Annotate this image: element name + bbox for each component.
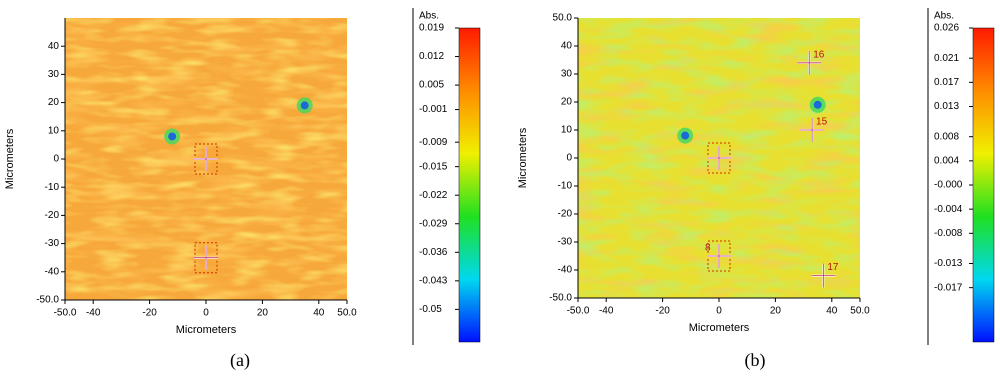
y-tick-label: 40 bbox=[561, 41, 573, 52]
y-tick-label: -10 bbox=[558, 181, 573, 192]
x-tick-label: 20 bbox=[770, 306, 782, 317]
caption: (b) bbox=[745, 350, 766, 371]
colorbar-tick-label: -0.001 bbox=[419, 104, 448, 115]
colorbar-tick-label: -0.000 bbox=[934, 180, 963, 191]
x-tick-label: -40 bbox=[599, 306, 614, 317]
y-tick-label: -30 bbox=[45, 238, 60, 249]
y-tick-label: -20 bbox=[45, 210, 60, 221]
marker bbox=[194, 242, 218, 274]
colorbar-tick-label: 0.005 bbox=[419, 80, 444, 91]
colorbar-tick-label: -0.043 bbox=[419, 275, 448, 286]
x-tick-label: 0 bbox=[716, 306, 722, 317]
colorbar-title: Abs. bbox=[934, 11, 954, 22]
x-tick-label: 0 bbox=[203, 308, 209, 319]
y-tick-label: -40 bbox=[45, 266, 60, 277]
colorbar-tick-label: -0.015 bbox=[419, 161, 448, 172]
marker-label: 8 bbox=[705, 243, 711, 254]
x-tick-label: -20 bbox=[655, 306, 670, 317]
y-tick-label: 10 bbox=[561, 125, 573, 136]
colorbar-tick-label: 0.004 bbox=[934, 155, 959, 166]
y-tick-label: 20 bbox=[48, 97, 60, 108]
x-tick-label: 40 bbox=[826, 306, 838, 317]
colorbar-tick-label: 0.019 bbox=[419, 23, 444, 34]
y-axis-label: Micrometers bbox=[4, 128, 16, 189]
colorbar bbox=[458, 27, 481, 343]
x-tick-label: 40 bbox=[313, 308, 325, 319]
marker bbox=[194, 143, 218, 175]
colorbar-tick-label: 0.013 bbox=[934, 101, 959, 112]
y-axis-label: Micrometers bbox=[517, 127, 529, 188]
x-axis-label: Micrometers bbox=[689, 322, 750, 334]
marker bbox=[800, 118, 825, 142]
colorbar-tick-label: -0.008 bbox=[934, 228, 963, 239]
colorbar-tick-label: -0.05 bbox=[419, 304, 442, 315]
y-tick-label: -30 bbox=[558, 237, 573, 248]
colorbar-tick-label: 0.008 bbox=[934, 131, 959, 142]
x-tick-label: 20 bbox=[257, 308, 269, 319]
colorbar-tick-label: -0.004 bbox=[934, 204, 963, 215]
marker bbox=[811, 263, 836, 288]
colorbar-tick-label: -0.009 bbox=[419, 137, 448, 148]
y-tick-label: -40 bbox=[558, 265, 573, 276]
y-tick-label: -50.0 bbox=[549, 293, 572, 304]
y-tick-label: 30 bbox=[48, 69, 60, 80]
marker bbox=[797, 50, 822, 75]
x-tick-label: -50.0 bbox=[567, 306, 590, 317]
colorbar-tick-label: 0.012 bbox=[419, 51, 444, 62]
y-tick-label: 30 bbox=[561, 69, 573, 80]
y-tick-label: -10 bbox=[45, 182, 60, 193]
colorbar-title: Abs. bbox=[419, 11, 439, 22]
x-tick-label: 50.0 bbox=[337, 308, 357, 319]
colorbar-tick-label: 0.021 bbox=[934, 53, 959, 64]
y-tick-label: 40 bbox=[48, 41, 60, 52]
colorbar-tick-label: -0.017 bbox=[934, 282, 963, 293]
y-tick-label: 0 bbox=[566, 153, 572, 164]
y-tick-label: -50.0 bbox=[36, 295, 59, 306]
colorbar-tick-label: -0.013 bbox=[934, 258, 963, 269]
marker-label: 16 bbox=[813, 49, 825, 60]
colorbar-tick-label: -0.029 bbox=[419, 218, 448, 229]
heatmap-spot bbox=[813, 100, 822, 109]
marker bbox=[707, 240, 731, 272]
marker-label: 15 bbox=[816, 117, 828, 128]
marker bbox=[707, 142, 731, 174]
x-tick-label: 50.0 bbox=[850, 306, 870, 317]
y-tick-label: 10 bbox=[48, 125, 60, 136]
y-tick-label: 20 bbox=[561, 97, 573, 108]
colorbar bbox=[972, 27, 995, 343]
heatmap-spot bbox=[681, 131, 690, 140]
caption: (a) bbox=[230, 350, 250, 371]
colorbar-tick-label: -0.022 bbox=[419, 190, 448, 201]
y-tick-label: 50.0 bbox=[553, 13, 573, 24]
x-axis-label: Micrometers bbox=[176, 324, 237, 336]
colorbar-tick-label: -0.036 bbox=[419, 247, 448, 258]
y-tick-label: -20 bbox=[558, 209, 573, 220]
marker-label: 17 bbox=[827, 262, 839, 273]
y-tick-label: 0 bbox=[53, 154, 59, 165]
heatmap-spot bbox=[300, 101, 309, 110]
x-tick-label: -50.0 bbox=[54, 308, 77, 319]
colorbar-tick-label: 0.026 bbox=[934, 23, 959, 34]
x-tick-label: -40 bbox=[86, 308, 101, 319]
x-tick-label: -20 bbox=[142, 308, 157, 319]
heatmap-spot bbox=[168, 132, 177, 141]
colorbar-tick-label: 0.017 bbox=[934, 77, 959, 88]
